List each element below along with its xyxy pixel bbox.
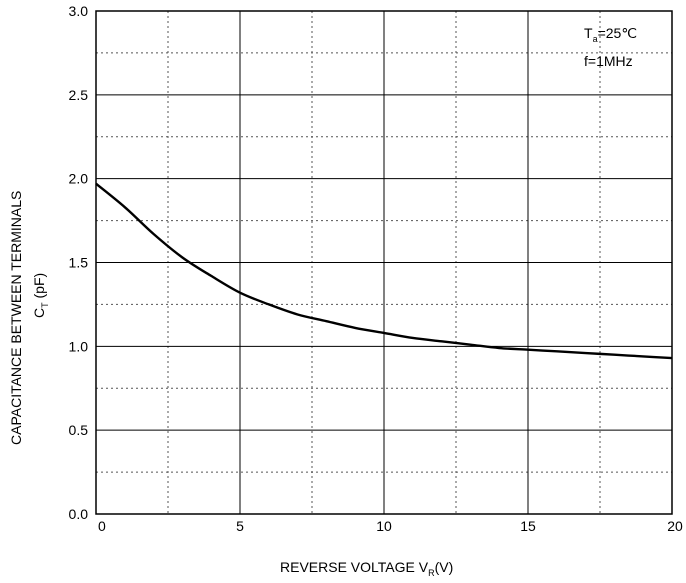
plot-frame [95,10,673,515]
x-axis-label: REVERSE VOLTAGE VR(V) [280,559,453,578]
frequency-annotation: f=1MHz [584,53,633,69]
y-axis-label-line1: CAPACITANCE BETWEEN TERMINALS [8,191,24,445]
y-tick-labels: 0.0 0.5 1.0 1.5 2.0 2.5 3.0 [69,3,89,522]
x-tick-label: 5 [236,518,244,534]
y-tick-label: 3.0 [69,3,89,19]
x-tick-label: 15 [520,518,536,534]
x-tick-labels: 0 5 10 15 20 [98,518,683,534]
y-tick-label: 1.5 [69,255,89,271]
x-tick-label: 20 [667,518,683,534]
y-tick-label: 2.5 [69,87,89,103]
y-axis-label-line2: CT (pF) [31,273,50,318]
x-tick-label: 0 [98,518,106,534]
capacitance-curve [95,182,673,360]
y-tick-label: 1.0 [69,338,89,354]
y-tick-label: 2.0 [69,171,89,187]
major-grid [95,10,673,515]
y-tick-label: 0.5 [69,422,89,438]
temperature-annotation: Ta=25℃ [584,25,637,44]
x-tick-label: 10 [376,518,392,534]
y-tick-label: 0.0 [69,506,89,522]
